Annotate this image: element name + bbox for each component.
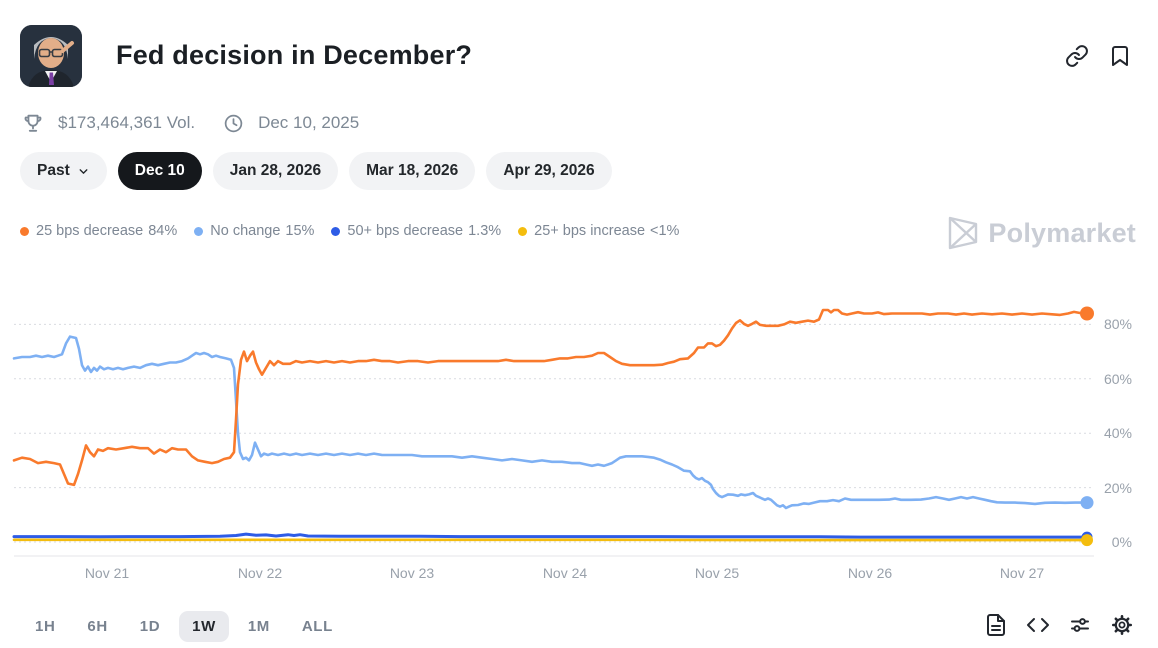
y-axis-label: 0% <box>1111 534 1132 550</box>
chart-legend: 25 bps decrease 84% No change 15% 50+ bp… <box>20 223 679 239</box>
tab-jan-28-2026[interactable]: Jan 28, 2026 <box>212 152 339 190</box>
end-date-text: Dec 10, 2025 <box>258 113 360 132</box>
series-line-no-change <box>12 335 1089 510</box>
legend-dot-yellow <box>518 226 528 236</box>
legend-label: 50+ bps decrease <box>347 223 464 239</box>
copy-link-button[interactable] <box>1065 44 1089 68</box>
page-title: Fed decision in December? <box>116 40 473 70</box>
chart-area: 0% 20% 40% 60% 80% Nov 21 Nov 22 Nov 23 Nov 24 No… <box>0 278 1158 588</box>
polymarket-logo-icon <box>949 216 978 250</box>
past-label: Past <box>37 162 70 179</box>
legend-value: 84% <box>148 223 178 239</box>
x-axis-label: Nov 22 <box>237 565 283 581</box>
series-end-dot-twentyfive-bps-decrease <box>1080 306 1094 321</box>
y-axis-label: 40% <box>1103 425 1132 442</box>
legend-item-50-bps-decrease[interactable]: 50+ bps decrease 1.3% <box>331 223 501 239</box>
y-axis-label: 20% <box>1103 479 1132 496</box>
legend-label: 25 bps decrease <box>36 223 144 239</box>
price-chart[interactable] <box>0 278 1158 578</box>
x-axis-label: Nov 25 <box>694 565 740 581</box>
legend-item-25-bps-decrease[interactable]: 25 bps decrease 84% <box>20 223 177 239</box>
legend-label: 25+ bps increase <box>534 223 646 239</box>
bookmark-button[interactable] <box>1108 44 1132 68</box>
series-end-dot-no-change <box>1080 496 1094 510</box>
tab-mar-18-2026[interactable]: Mar 18, 2026 <box>349 152 476 190</box>
y-axis-label: 60% <box>1103 370 1132 387</box>
polymarket-wordmark: Polymarket <box>988 217 1136 248</box>
polymarket-watermark: Polymarket <box>948 216 1136 250</box>
order-book-button[interactable] <box>984 613 1008 637</box>
legend-dot-blue <box>331 226 341 236</box>
chart-tools <box>984 613 1134 637</box>
timeframe-selector: 1H 6H 1D 1W 1M ALL <box>22 611 346 642</box>
x-axis-label: Nov 21 <box>84 565 130 581</box>
x-axis-label: Nov 23 <box>389 565 435 581</box>
legend-label: No change <box>210 223 281 239</box>
powell-portrait-image <box>20 25 82 87</box>
chart-settings-button[interactable] <box>1068 613 1092 637</box>
series-end-dot-twentyfive-bps-increase <box>1081 534 1093 547</box>
x-axis-label: Nov 24 <box>542 565 588 581</box>
legend-value: <1% <box>650 223 680 239</box>
x-axis-label: Nov 27 <box>999 565 1045 581</box>
timeframe-1h[interactable]: 1H <box>22 611 68 642</box>
link-icon <box>1066 45 1088 67</box>
legend-item-25-bps-increase[interactable]: 25+ bps increase <1% <box>518 223 679 239</box>
chevron-down-icon <box>77 165 90 178</box>
settings-button[interactable] <box>1110 613 1134 637</box>
timeframe-6h[interactable]: 6H <box>74 611 120 642</box>
legend-dot-orange <box>20 226 29 236</box>
volume-text: $173,464,361 Vol. <box>58 113 196 132</box>
y-axis-label: 80% <box>1103 316 1132 333</box>
date-tabs: Past Dec 10 Jan 28, 2026 Mar 18, 2026 Ap… <box>20 152 612 190</box>
x-axis-label: Nov 26 <box>847 565 893 581</box>
legend-value: 1.3% <box>468 223 502 239</box>
timeframe-1d[interactable]: 1D <box>127 611 173 642</box>
series-line-twentyfive-bps-decrease <box>12 308 1089 487</box>
embed-code-icon <box>1027 618 1049 632</box>
bookmark-icon <box>1112 46 1128 66</box>
series-line-fifty-bps-decrease <box>12 532 1089 539</box>
tab-dec-10[interactable]: Dec 10 <box>117 152 202 190</box>
gear-icon <box>1112 615 1132 635</box>
header-actions <box>1065 44 1132 68</box>
market-avatar <box>20 25 82 87</box>
past-dropdown[interactable]: Past <box>20 152 107 190</box>
timeframe-1w[interactable]: 1W <box>179 611 229 642</box>
clock-icon <box>224 114 243 132</box>
trophy-icon <box>24 114 42 132</box>
timeframe-1m[interactable]: 1M <box>235 611 283 642</box>
tab-apr-29-2026[interactable]: Apr 29, 2026 <box>486 152 612 190</box>
market-stats: $173,464,361 Vol. Dec 10, 2025 <box>22 112 359 134</box>
legend-value: 15% <box>285 223 315 239</box>
embed-code-button[interactable] <box>1026 613 1050 637</box>
order-book-icon <box>987 614 1005 636</box>
sliders-icon <box>1071 618 1089 632</box>
legend-item-no-change[interactable]: No change 15% <box>194 223 314 239</box>
timeframe-all[interactable]: ALL <box>289 611 346 642</box>
legend-dot-light-blue <box>194 226 204 236</box>
